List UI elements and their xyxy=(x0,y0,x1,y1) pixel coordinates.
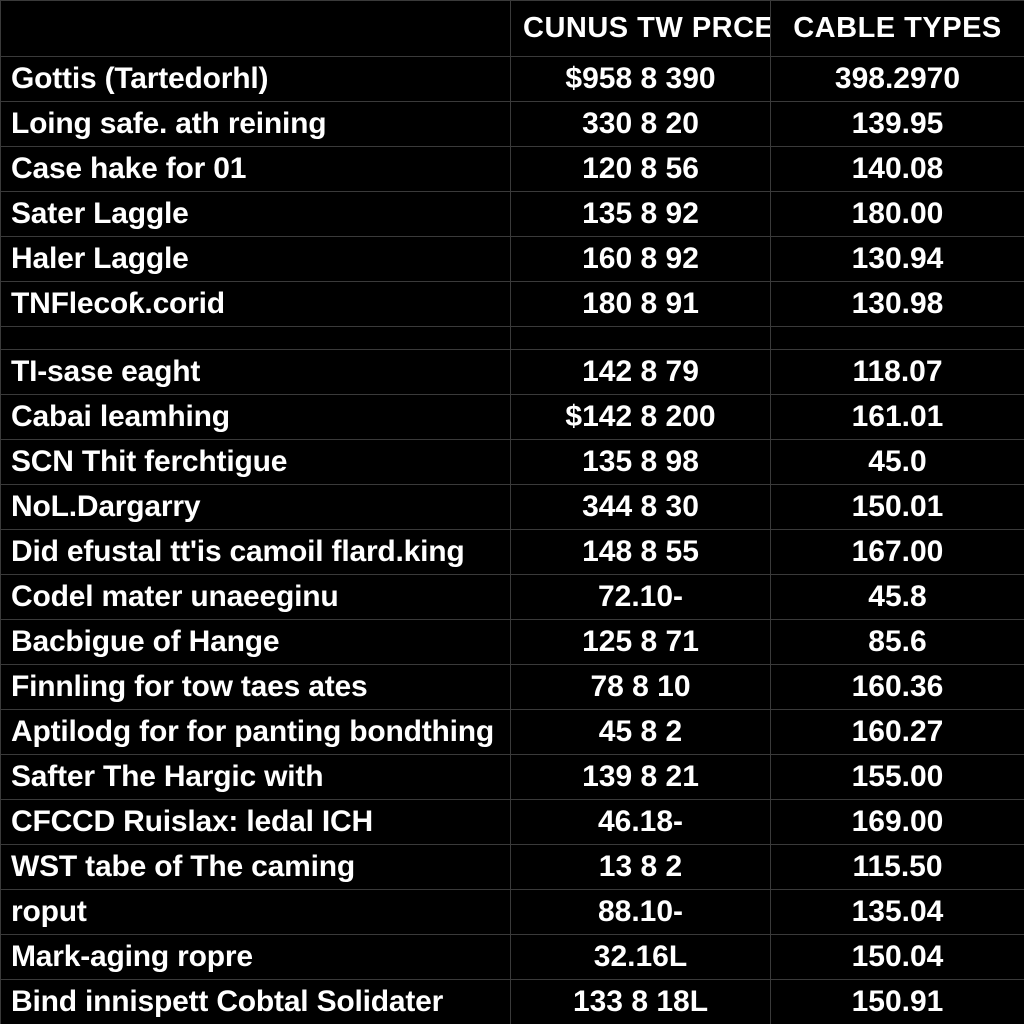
row-types: 85.6 xyxy=(771,620,1024,665)
table-row: Codel mater unaeeginu72.10-45.8 xyxy=(1,575,1024,620)
row-label: roput xyxy=(1,890,511,935)
row-price: 135 8 98 xyxy=(511,440,771,485)
row-price: 148 8 55 xyxy=(511,530,771,575)
row-types: 169.00 xyxy=(771,800,1024,845)
row-label: CFCCD Ruislax: ledal ICH xyxy=(1,800,511,845)
spacer-cell xyxy=(771,327,1024,350)
row-price: 135 8 92 xyxy=(511,192,771,237)
row-price: 133 8 18L xyxy=(511,980,771,1024)
table-row: TNFlecoƙ.corid180 8 91130.98 xyxy=(1,282,1024,327)
row-price: 344 8 30 xyxy=(511,485,771,530)
row-label: Codel mater unaeeginu xyxy=(1,575,511,620)
row-label: NoL.Dargarry xyxy=(1,485,511,530)
row-types: 130.94 xyxy=(771,237,1024,282)
row-label: Gottis (Tartedorhl) xyxy=(1,57,511,102)
row-price: 88.10- xyxy=(511,890,771,935)
row-price: 160 8 92 xyxy=(511,237,771,282)
table-row xyxy=(1,327,1024,350)
row-types: 155.00 xyxy=(771,755,1024,800)
table-header-row: CUNUS TW PRCE CABLE TYPES xyxy=(1,1,1024,57)
pricing-table: CUNUS TW PRCE CABLE TYPES Gottis (Tarted… xyxy=(0,0,1024,1024)
row-price: 120 8 56 xyxy=(511,147,771,192)
row-label: Safter The Hargic with xyxy=(1,755,511,800)
row-types: 150.91 xyxy=(771,980,1024,1024)
table-row: Safter The Hargic with139 8 21155.00 xyxy=(1,755,1024,800)
table-row: SCN Thit ferchtigue135 8 9845.0 xyxy=(1,440,1024,485)
row-label: Case hake for 01 xyxy=(1,147,511,192)
spacer-cell xyxy=(511,327,771,350)
row-types: 150.01 xyxy=(771,485,1024,530)
column-header-blank xyxy=(1,1,511,57)
row-types: 45.0 xyxy=(771,440,1024,485)
table-row: WST tabe of The caming13 8 2115.50 xyxy=(1,845,1024,890)
table-row: Did efustal tt'is camoil flard.king148 8… xyxy=(1,530,1024,575)
row-label: Bacbigue of Hange xyxy=(1,620,511,665)
row-label: Loing safe. ath reining xyxy=(1,102,511,147)
table-row: Bacbigue of Hange125 8 7185.6 xyxy=(1,620,1024,665)
row-price: 330 8 20 xyxy=(511,102,771,147)
row-price: 13 8 2 xyxy=(511,845,771,890)
row-types: 398.2970 xyxy=(771,57,1024,102)
row-types: 135.04 xyxy=(771,890,1024,935)
row-types: 115.50 xyxy=(771,845,1024,890)
row-types: 161.01 xyxy=(771,395,1024,440)
table-row: Aptilodg for for panting bondthing45 8 2… xyxy=(1,710,1024,755)
column-header-types: CABLE TYPES xyxy=(771,1,1024,57)
table-row: Sater Laggle135 8 92180.00 xyxy=(1,192,1024,237)
row-price: $142 8 200 xyxy=(511,395,771,440)
table-row: CFCCD Ruislax: ledal ICH46.18-169.00 xyxy=(1,800,1024,845)
table-row: Cabai leamhing$142 8 200161.01 xyxy=(1,395,1024,440)
table-row: Case hake for 01120 8 56140.08 xyxy=(1,147,1024,192)
row-types: 139.95 xyxy=(771,102,1024,147)
table-row: Mark-aging ropre32.16L150.04 xyxy=(1,935,1024,980)
row-price: 46.18- xyxy=(511,800,771,845)
row-label: Finnling for tow taes ates xyxy=(1,665,511,710)
row-label: SCN Thit ferchtigue xyxy=(1,440,511,485)
row-types: 130.98 xyxy=(771,282,1024,327)
table-row: Haler Laggle160 8 92130.94 xyxy=(1,237,1024,282)
column-header-price: CUNUS TW PRCE xyxy=(511,1,771,57)
row-label: Sater Laggle xyxy=(1,192,511,237)
row-price: 142 8 79 xyxy=(511,350,771,395)
row-types: 45.8 xyxy=(771,575,1024,620)
row-label: Haler Laggle xyxy=(1,237,511,282)
row-label: TNFlecoƙ.corid xyxy=(1,282,511,327)
table-row: Bind innispett Cobtal Solidater133 8 18L… xyxy=(1,980,1024,1024)
row-price: 72.10- xyxy=(511,575,771,620)
row-label: WST tabe of The caming xyxy=(1,845,511,890)
table-row: TI-sase eaght142 8 79118.07 xyxy=(1,350,1024,395)
row-label: Cabai leamhing xyxy=(1,395,511,440)
row-price: 78 8 10 xyxy=(511,665,771,710)
table-row: Gottis (Tartedorhl)$958 8 390398.2970 xyxy=(1,57,1024,102)
row-price: 125 8 71 xyxy=(511,620,771,665)
row-types: 150.04 xyxy=(771,935,1024,980)
row-label: Aptilodg for for panting bondthing xyxy=(1,710,511,755)
row-price: 32.16L xyxy=(511,935,771,980)
row-types: 160.27 xyxy=(771,710,1024,755)
row-label: Bind innispett Cobtal Solidater xyxy=(1,980,511,1024)
table-row: NoL.Dargarry344 8 30150.01 xyxy=(1,485,1024,530)
row-types: 118.07 xyxy=(771,350,1024,395)
row-price: 180 8 91 xyxy=(511,282,771,327)
table-row: roput88.10-135.04 xyxy=(1,890,1024,935)
table-row: Loing safe. ath reining330 8 20139.95 xyxy=(1,102,1024,147)
spacer-cell xyxy=(1,327,511,350)
row-types: 180.00 xyxy=(771,192,1024,237)
row-label: Did efustal tt'is camoil flard.king xyxy=(1,530,511,575)
row-price: 45 8 2 xyxy=(511,710,771,755)
row-label: TI-sase eaght xyxy=(1,350,511,395)
row-price: 139 8 21 xyxy=(511,755,771,800)
row-types: 140.08 xyxy=(771,147,1024,192)
row-label: Mark-aging ropre xyxy=(1,935,511,980)
row-types: 167.00 xyxy=(771,530,1024,575)
row-price: $958 8 390 xyxy=(511,57,771,102)
table-row: Finnling for tow taes ates78 8 10160.36 xyxy=(1,665,1024,710)
row-types: 160.36 xyxy=(771,665,1024,710)
